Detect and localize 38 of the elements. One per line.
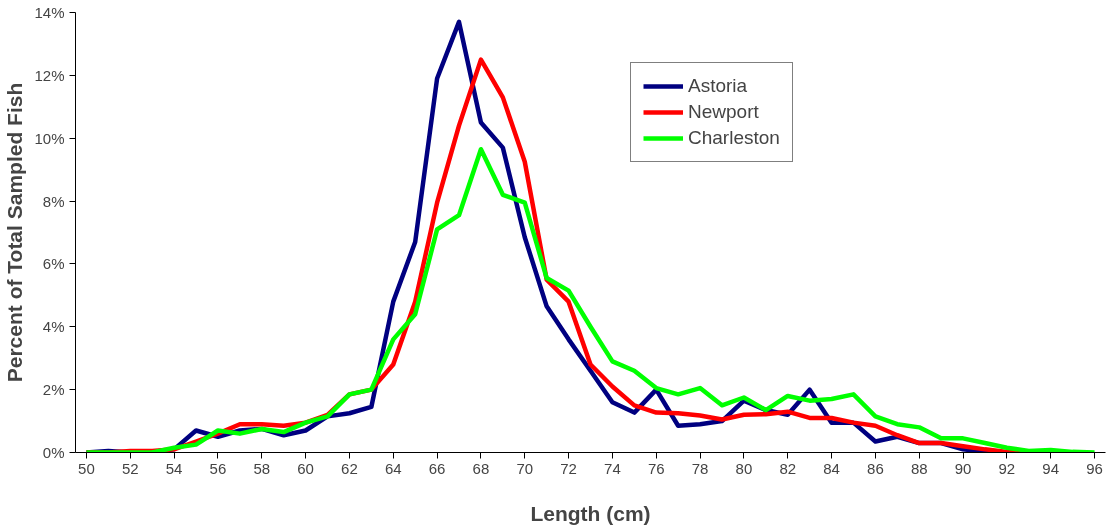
x-tick-label: 56 (209, 459, 227, 477)
y-tick-label: 8% (42, 192, 65, 210)
y-tick-label: 0% (42, 444, 65, 461)
x-tick-label: 96 (1086, 459, 1103, 477)
legend-label: Astoria (688, 75, 748, 97)
y-tick-label: 12% (34, 66, 65, 84)
line-series (84, 146, 1097, 453)
y-tick-label: 14% (34, 4, 65, 21)
x-tick-label: 94 (1042, 459, 1060, 477)
legend-label: Charleston (688, 127, 780, 149)
x-tick-label: 84 (823, 459, 840, 477)
x-tick-label: 90 (954, 459, 972, 477)
y-axis-title: Percent of Total Sampled Fish (3, 82, 27, 383)
x-tick-label: 50 (78, 459, 95, 477)
x-tick-label: 70 (516, 459, 534, 477)
x-tick-label: 92 (998, 459, 1016, 477)
x-tick-label: 80 (735, 459, 753, 477)
y-tick-label: 2% (42, 381, 65, 399)
y-tick-label: 4% (42, 318, 65, 336)
legend-label: Newport (688, 101, 759, 123)
x-tick-label: 88 (910, 459, 928, 477)
x-tick-label: 68 (472, 459, 490, 477)
x-tick-label: 78 (691, 459, 709, 477)
x-tick-label: 66 (428, 459, 446, 477)
x-tick-label: 58 (253, 459, 271, 477)
x-tick-label: 54 (165, 459, 183, 477)
x-tick-label: 62 (341, 459, 358, 477)
x-tick-label: 82 (779, 459, 797, 477)
x-tick-label: 64 (384, 459, 402, 477)
x-tick-label: 60 (297, 459, 314, 477)
y-tick-label: 6% (42, 255, 65, 273)
x-tick-label: 74 (604, 459, 621, 477)
x-tick-label: 72 (560, 459, 577, 477)
x-tick-label: 76 (647, 459, 665, 477)
x-axis-title: Length (cm) (530, 501, 651, 525)
y-tick-label: 10% (34, 129, 65, 147)
x-tick-label: 52 (121, 459, 139, 477)
x-tick-label: 86 (867, 459, 884, 477)
